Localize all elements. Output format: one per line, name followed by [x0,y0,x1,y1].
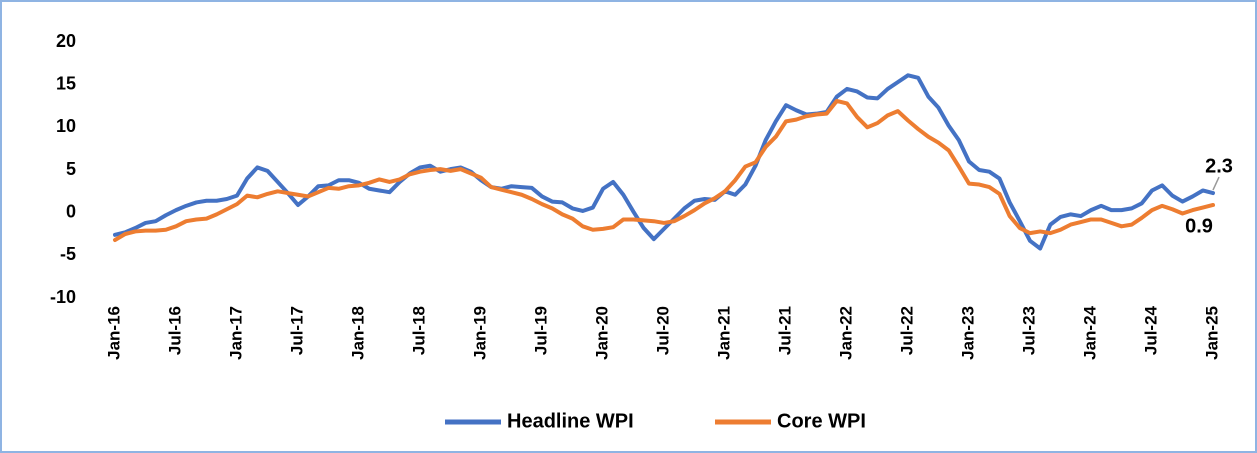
series-line [113,73,1215,251]
x-tick-label: Jan-25 [1202,306,1221,360]
x-tick-label: Jul-19 [531,306,550,355]
x-tick-label: Jan-22 [836,306,855,360]
data-label: 2.3 [1205,155,1233,177]
data-label: 0.9 [1185,215,1213,237]
x-tick-label: Jan-17 [226,306,245,360]
x-tick-label: Jan-19 [470,306,489,360]
x-tick-label: Jul-18 [409,306,428,355]
y-tick-label: 10 [56,116,76,136]
y-tick-label: 20 [56,31,76,51]
y-tick-label: -5 [60,244,76,264]
y-tick-label: 15 [56,73,76,93]
x-tick-label: Jan-24 [1080,305,1099,359]
y-tick-label: 5 [66,159,76,179]
x-tick-label: Jan-20 [592,306,611,360]
legend-label: Headline WPI [507,410,634,432]
x-tick-label: Jul-16 [165,306,184,355]
y-tick-label: 0 [66,201,76,221]
x-tick-label: Jul-20 [653,306,672,355]
series-line [113,98,1215,242]
x-tick-label: Jul-22 [897,306,916,355]
x-tick-label: Jul-21 [775,306,794,355]
legend-label: Core WPI [777,410,866,432]
x-tick-label: Jul-23 [1019,306,1038,355]
x-tick-label: Jan-21 [714,306,733,360]
x-tick-label: Jan-18 [348,306,367,360]
x-tick-label: Jan-16 [104,306,123,360]
label-leader [1212,176,1220,191]
y-tick-label: -10 [50,287,76,307]
x-tick-label: Jul-17 [287,306,306,355]
x-tick-label: Jan-23 [958,306,977,360]
x-tick-label: Jul-24 [1141,305,1160,355]
